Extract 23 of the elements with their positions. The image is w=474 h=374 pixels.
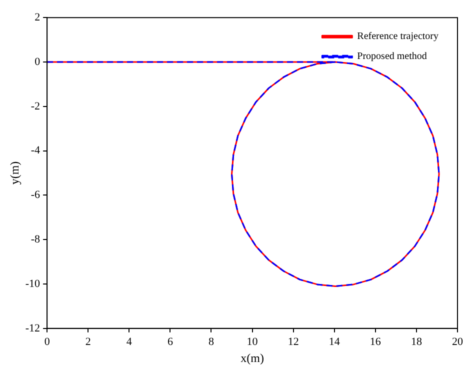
legend-label: Proposed method xyxy=(357,51,427,62)
y-tick-label: -12 xyxy=(25,322,40,334)
legend-label: Reference trajectory xyxy=(357,31,439,42)
x-tick-label: 4 xyxy=(126,336,132,348)
y-tick-label: -4 xyxy=(30,144,41,157)
x-tick-label: 16 xyxy=(370,336,382,348)
y-tick-label: 0 xyxy=(34,56,41,68)
x-tick-label: 0 xyxy=(44,336,50,348)
y-tick-label: -8 xyxy=(30,233,41,246)
y-tick-label: -10 xyxy=(25,278,41,290)
x-tick-label: 12 xyxy=(288,336,299,348)
y-axis-title: y(m) xyxy=(7,161,22,185)
x-tick-label: 20 xyxy=(452,336,464,348)
x-tick-label: 10 xyxy=(246,336,258,348)
x-tick-label: 6 xyxy=(167,336,174,348)
y-tick-label: -6 xyxy=(30,189,41,202)
x-tick-label: 18 xyxy=(410,336,422,348)
y-tick-label: -2 xyxy=(30,100,40,112)
x-tick-label: 14 xyxy=(328,336,340,348)
x-tick-label: 2 xyxy=(85,336,91,348)
y-tick-label: 2 xyxy=(34,11,40,24)
x-tick-label: 8 xyxy=(208,336,214,348)
x-axis-title: x(m) xyxy=(240,350,264,365)
